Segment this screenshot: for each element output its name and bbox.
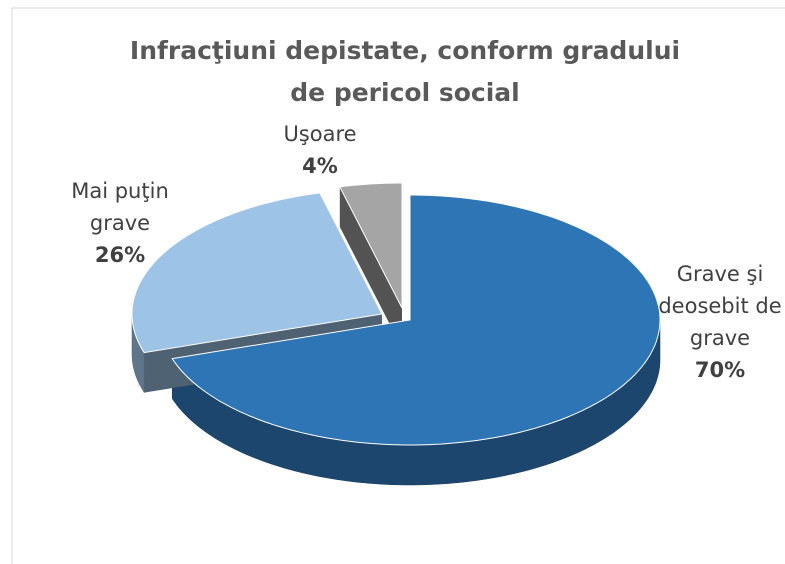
slice bbox=[131, 192, 383, 354]
slice bbox=[339, 182, 403, 309]
category-label: Grave şi deosebit de grave bbox=[658, 262, 782, 350]
slice-cut bbox=[339, 186, 402, 348]
category-label: Mai puţin grave bbox=[71, 179, 169, 235]
value-label: 4% bbox=[302, 154, 338, 178]
slice-label: Grave şi deosebit de grave 70% bbox=[655, 258, 785, 386]
chart-title: Infracţiuni depistate, conform gradului … bbox=[129, 36, 681, 107]
slice-label: Uşoare 4% bbox=[260, 118, 380, 182]
slice-label: Mai puţin grave 26% bbox=[50, 175, 190, 271]
value-label: 26% bbox=[94, 243, 146, 267]
chart-border bbox=[11, 7, 785, 564]
category-label: Uşoare bbox=[283, 122, 357, 146]
value-label: 70% bbox=[694, 358, 746, 382]
slice bbox=[171, 194, 661, 446]
